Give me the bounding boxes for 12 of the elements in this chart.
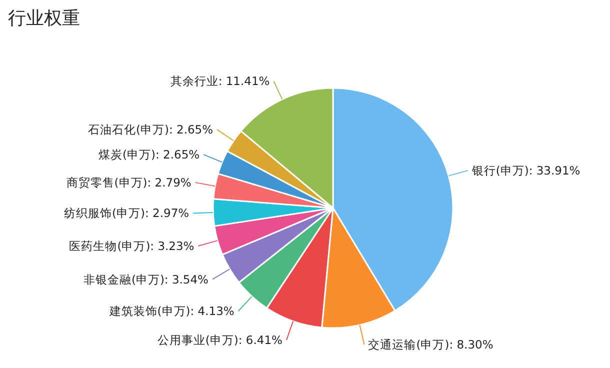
slice-label: 医药生物(申万): 3.23% (69, 239, 194, 254)
chart-title: 行业权重 (8, 7, 80, 30)
slice-label: 建筑装饰(申万): 4.13% (108, 304, 234, 318)
slice-label: 石油石化(申万): 2.65% (88, 122, 214, 137)
slice-label: 其余行业: 11.41% (170, 74, 270, 88)
slice-label: 商贸零售(申万): 2.79% (66, 175, 192, 190)
slice-label: 非银金融(申万): 3.54% (83, 272, 209, 286)
slice-label: 交通运输(申万): 8.30% (368, 337, 494, 352)
slice-label: 公用事业(申万): 6.41% (157, 333, 283, 348)
slice-label: 煤炭(申万): 2.65% (98, 148, 200, 162)
slice-label: 银行(申万): 33.91% (470, 163, 580, 178)
slice-label: 纺织服饰(申万): 2.97% (64, 206, 190, 220)
